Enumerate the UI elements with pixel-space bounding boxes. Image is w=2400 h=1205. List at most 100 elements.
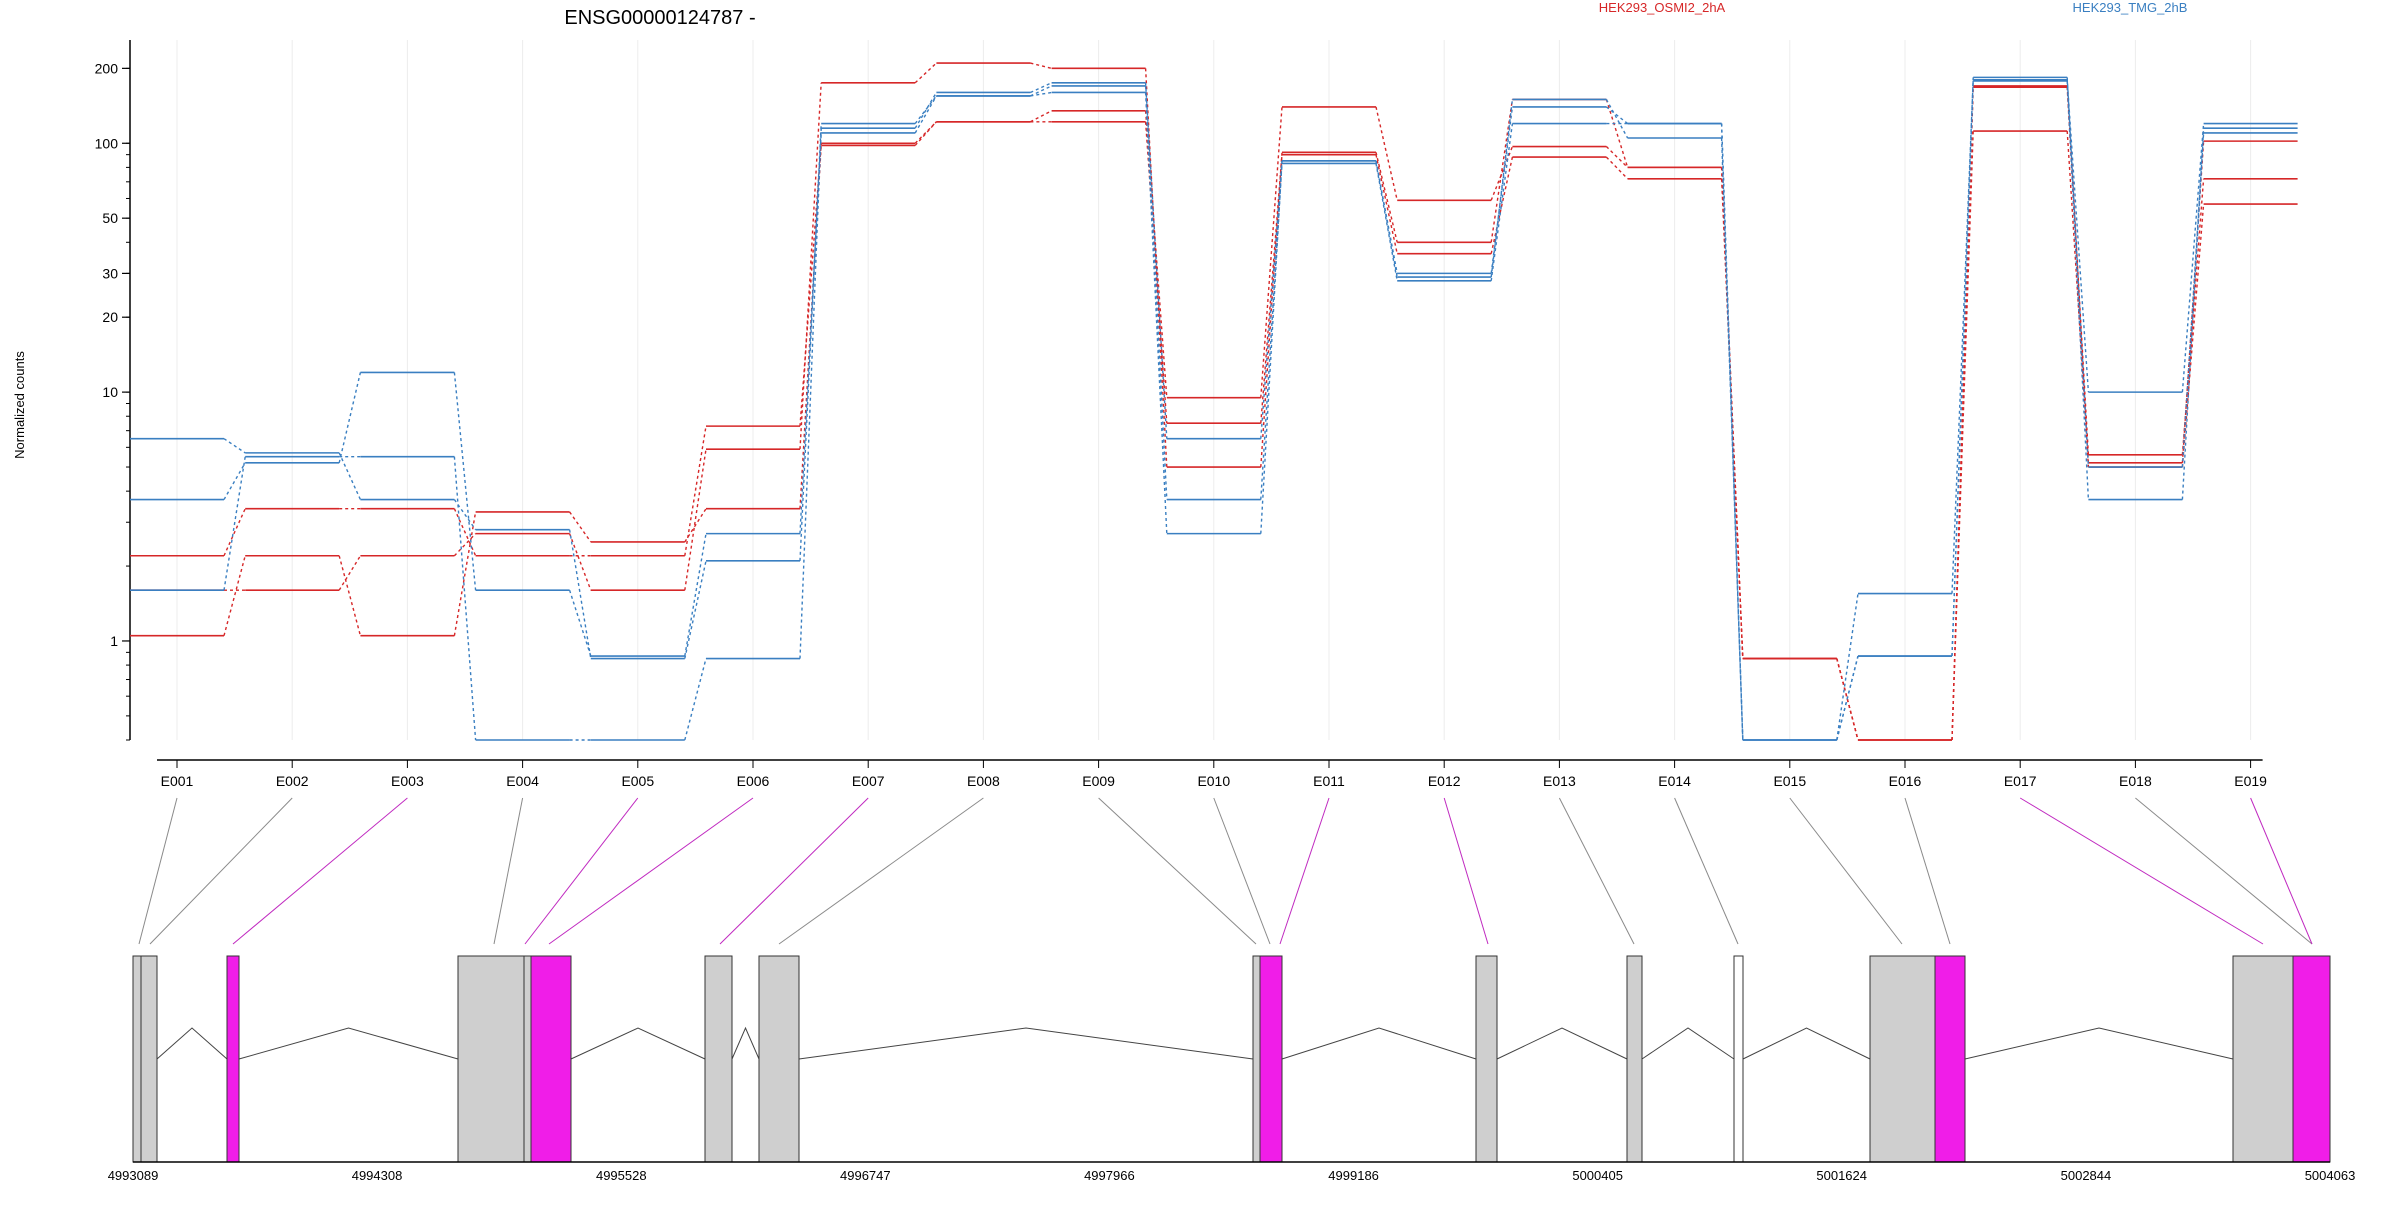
x-tick-label-E012: E012: [1428, 773, 1461, 789]
exon-block: [457, 955, 525, 1163]
series-3-connector: [338, 555, 361, 591]
series-5-connector: [684, 560, 707, 659]
x-tick-label-E010: E010: [1197, 773, 1230, 789]
series-6-connector: [1375, 160, 1398, 278]
exon-block: [1252, 955, 1261, 1163]
series-4-connector: [1836, 593, 1859, 741]
series-4-connector: [1260, 160, 1283, 534]
x-tick-label-E008: E008: [967, 773, 1000, 789]
connector-E001: [138, 797, 178, 945]
connector-E004: [493, 797, 524, 945]
connector-E009: [1098, 797, 1257, 945]
series-4-connector: [2181, 123, 2205, 393]
series-6-connector: [1836, 655, 1859, 741]
series-5: [130, 76, 2298, 741]
x-tick-label-E006: E006: [737, 773, 770, 789]
genomic-coordinate-label: 5001624: [1816, 1168, 1867, 1183]
series-2-connector: [684, 426, 707, 556]
series-6-connector: [799, 128, 822, 659]
series-lines: [130, 62, 2298, 741]
exon-block: [2292, 955, 2331, 1163]
series-4-connector: [799, 132, 822, 534]
series-4-connector: [223, 462, 246, 500]
series-3-connector: [1260, 152, 1283, 468]
connector-E003: [232, 797, 408, 945]
y-tick-label: 100: [95, 135, 119, 151]
series-6-connector: [1720, 137, 1744, 741]
series-6-connector: [223, 456, 246, 591]
x-tick-label-E019: E019: [2234, 773, 2267, 789]
x-tick-label-E007: E007: [852, 773, 885, 789]
intron-line: [570, 1027, 706, 1060]
series-5-connector: [914, 95, 937, 124]
x-tick-label-E016: E016: [1889, 773, 1922, 789]
y-tick-label: 1: [110, 633, 118, 649]
series-4-connector: [1490, 106, 1514, 274]
series-5-connector: [338, 452, 362, 500]
x-tick-label-E009: E009: [1082, 773, 1115, 789]
series-6-connector: [1605, 99, 1629, 139]
exon-block: [1475, 955, 1498, 1163]
series-6: [130, 80, 2298, 741]
series-2-connector: [914, 121, 937, 144]
series-4-connector: [338, 372, 362, 463]
connector-E007: [719, 797, 869, 945]
intron-line: [798, 1027, 1254, 1060]
series-5-connector: [1144, 85, 1168, 500]
series-3-connector: [1030, 62, 1052, 70]
series-6-connector: [453, 456, 477, 741]
series-2-connector: [2181, 178, 2205, 455]
series-6-connector: [914, 92, 938, 129]
intron-line: [731, 1026, 760, 1060]
connector-E015: [1789, 797, 1903, 945]
series-4-connector: [453, 372, 477, 591]
connector-E013: [1558, 797, 1635, 945]
genomic-coordinate-label: 4996747: [840, 1168, 891, 1183]
exon-block: [1733, 955, 1744, 1163]
x-axis: E001 E002 E003 E004 E005 E006 E007 E008 E009 E010…: [157, 759, 2267, 789]
series-1-connector: [338, 555, 362, 636]
x-tick-label-E015: E015: [1773, 773, 1806, 789]
intron-line: [156, 1027, 228, 1060]
genomic-coordinate-label: 4995528: [596, 1168, 647, 1183]
series-3: [130, 62, 2298, 741]
gene-model: 4993089 4994308 4995528 4996747 4997966 49991…: [108, 955, 2356, 1183]
x-tick-label-E017: E017: [2004, 773, 2037, 789]
series-5-connector: [2181, 132, 2205, 468]
series-3-connector: [799, 82, 822, 450]
series-1-connector: [569, 511, 592, 543]
exon-block: [1259, 955, 1283, 1163]
y-tick-label: 10: [102, 384, 118, 400]
genomic-coordinate-label: 4993089: [108, 1168, 159, 1183]
series-4-connector: [568, 589, 592, 657]
series-5-connector: [1375, 163, 1398, 281]
genomic-coordinate-label: 5004063: [2305, 1168, 2356, 1183]
exon-block: [523, 955, 532, 1163]
series-5-connector: [799, 123, 822, 561]
series-3-connector: [1490, 99, 1514, 243]
connector-E008: [778, 797, 984, 945]
connector-E014: [1674, 797, 1739, 945]
series-3-connector: [2181, 203, 2205, 468]
series-3-connector: [684, 449, 707, 591]
series-4-connector: [1030, 91, 1052, 97]
series-4-connector: [684, 533, 707, 657]
connector-E016: [1904, 797, 1951, 945]
exon-block: [1934, 955, 1966, 1163]
series-4-connector: [914, 95, 938, 134]
series-6-connector: [2066, 80, 2090, 500]
series-1-connector: [1375, 106, 1398, 201]
connector-E012: [1443, 797, 1489, 945]
exon-block: [758, 955, 800, 1163]
x-tick-label-E004: E004: [506, 773, 539, 789]
series-2-connector: [1375, 154, 1398, 254]
y-tick-label: 50: [102, 210, 118, 226]
series-5-connector: [2066, 77, 2090, 468]
connector-E010: [1213, 797, 1271, 945]
exon-connectors: [138, 797, 2313, 945]
connector-E018: [2135, 797, 2313, 945]
series-2-connector: [1260, 154, 1283, 424]
x-tick-label-E013: E013: [1543, 773, 1576, 789]
series-5-connector: [568, 529, 592, 659]
